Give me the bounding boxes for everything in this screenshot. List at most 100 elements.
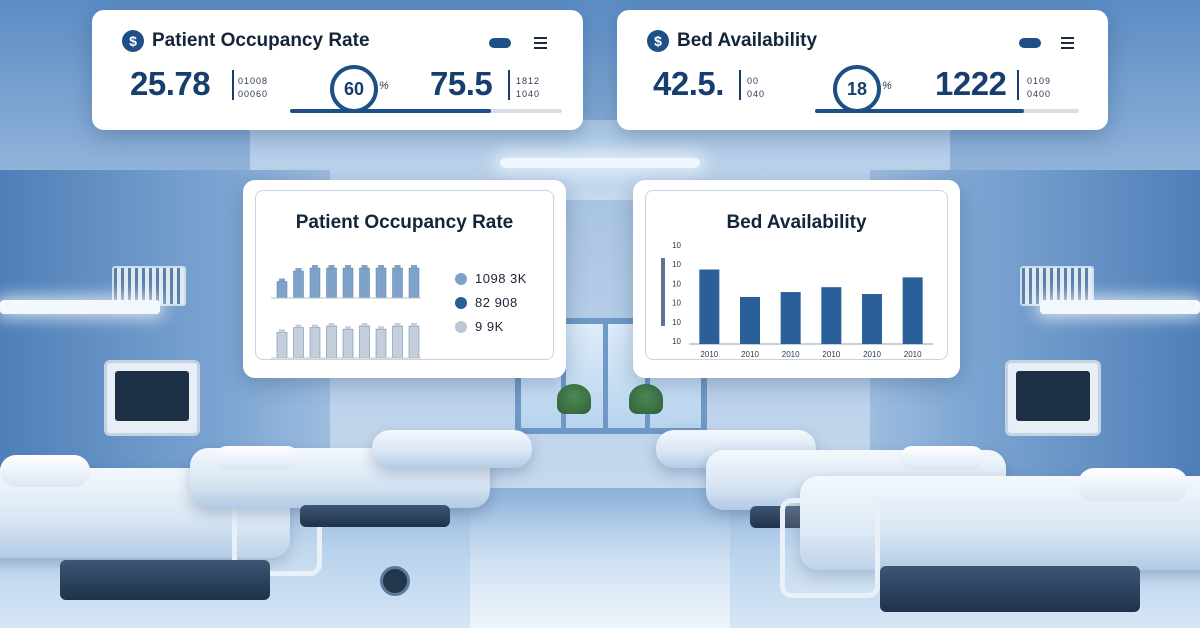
beds-progress-fill [815, 109, 1024, 113]
occupancy-bar-cap [394, 323, 401, 326]
beds-summary-title: Bed Availability [677, 30, 818, 51]
occupancy-bar-chart [271, 265, 421, 359]
left-wall-light [0, 300, 160, 314]
occupancy-bar [408, 267, 420, 299]
x-tick-label: 2010 [904, 350, 922, 359]
value-divider [508, 70, 510, 100]
x-tick-label: 2010 [863, 350, 881, 359]
occupancy-bar [408, 325, 420, 359]
occupancy-stats-left: 01008 00060 [238, 76, 269, 99]
occupancy-chart-card: Patient Occupancy Rate 1098 3K 82 908 9 … [243, 180, 566, 378]
occupancy-bar-cap [411, 265, 417, 268]
beds-chart-card: Bed Availability 10 10 10 10 10 10 2010 2010 201… [633, 180, 960, 378]
y-tick-label: 10 [672, 318, 681, 327]
x-tick-label: 2010 [822, 350, 840, 359]
occupancy-bar [326, 267, 337, 299]
medical-monitor-left [104, 360, 200, 436]
hamburger-menu-icon[interactable] [1061, 37, 1074, 49]
beds-stats-left: 00 040 [747, 76, 766, 99]
occupancy-bar [326, 325, 337, 359]
toggle-switch[interactable] [1019, 38, 1041, 48]
legend-dot [455, 296, 467, 309]
occupancy-bar [359, 267, 370, 299]
occupancy-progress-bar [290, 109, 562, 113]
occupancy-bar-cap [394, 265, 401, 268]
beds-bar [740, 296, 760, 344]
y-tick-label: 10 [672, 337, 681, 346]
right-wall-light [1040, 300, 1200, 314]
occupancy-bar [375, 328, 387, 359]
occupancy-bar [392, 267, 403, 299]
occupancy-bar [309, 327, 321, 359]
occupancy-bar [342, 328, 354, 359]
x-tick-label: 2010 [782, 350, 800, 359]
hamburger-menu-icon[interactable] [534, 37, 547, 49]
value-divider [232, 70, 234, 100]
occupancy-bar [276, 281, 288, 299]
beds-value-right: 1222 [935, 65, 1007, 102]
occupancy-bar-cap [411, 323, 417, 326]
occupancy-bar-cap [345, 326, 351, 330]
beds-summary-card: $ Bed Availability 42.5. 00 040 18 % 122… [617, 10, 1108, 130]
y-tick-label: 10 [672, 241, 681, 250]
medical-monitor-right [1005, 360, 1101, 436]
occupancy-progress-fill [290, 109, 492, 113]
occupancy-bar-cap [378, 265, 384, 268]
chart-frame [255, 190, 554, 360]
legend-dot [455, 272, 467, 285]
beds-bar [780, 292, 801, 344]
beds-summary-header: $ Bed Availability [647, 30, 817, 52]
ring-suffix: % [882, 80, 892, 92]
occupancy-bar-cap [279, 278, 285, 282]
occupancy-bar [392, 325, 403, 359]
occupancy-bar-cap [295, 324, 302, 328]
occupancy-bar [342, 267, 354, 299]
occupancy-bar [359, 325, 370, 359]
y-tick-label: 10 [672, 279, 681, 288]
beds-bar [862, 294, 882, 344]
occupancy-bar [276, 332, 288, 359]
beds-bar [821, 287, 842, 344]
occupancy-bar [309, 267, 321, 299]
occupancy-bar-cap [328, 323, 335, 326]
occupancy-bar [293, 327, 304, 359]
occupancy-bar-cap [279, 329, 285, 333]
y-tick-label: 10 [672, 260, 681, 269]
floor-reflection [470, 500, 730, 628]
dollar-icon: $ [122, 30, 144, 52]
beds-chart-title: Bed Availability [726, 212, 867, 233]
value-divider [1017, 70, 1019, 100]
value-divider [739, 70, 741, 100]
occupancy-bar-cap [312, 265, 318, 268]
occupancy-bar-cap [328, 265, 335, 268]
y-tick-label: 10 [672, 299, 681, 308]
occupancy-summary-header: $ Patient Occupancy Rate [122, 30, 370, 52]
occupancy-bar-cap [378, 326, 384, 330]
x-tick-label: 2010 [700, 350, 718, 359]
occupancy-value-left: 25.78 [130, 65, 211, 102]
occupancy-value-right: 75.5 [430, 65, 493, 102]
toggle-switch[interactable] [489, 38, 511, 48]
occupancy-bar-cap [312, 324, 318, 328]
occupancy-bar-cap [361, 265, 368, 268]
occupancy-bar-cap [345, 265, 351, 268]
legend-item: 82 908 [455, 295, 518, 310]
beds-stats-right: 0109 0400 [1027, 76, 1052, 99]
beds-value-left: 42.5. [653, 65, 724, 102]
legend-item: 9 9K [455, 319, 504, 334]
occupancy-bar [293, 270, 304, 299]
beds-percentage-ring: 18 [833, 65, 881, 113]
beds-bar [699, 269, 720, 344]
occupancy-bar [375, 267, 387, 299]
occupancy-bar-cap [361, 323, 368, 326]
legend-dot [455, 320, 467, 333]
occupancy-bar-cap [295, 268, 302, 271]
occupancy-stats-right: 1812 1040 [516, 76, 541, 99]
beds-bar [902, 277, 923, 344]
occupancy-summary-title: Patient Occupancy Rate [152, 30, 370, 51]
occupancy-chart-title: Patient Occupancy Rate [295, 212, 514, 233]
y-axis-label [661, 258, 665, 326]
ceiling-light [500, 158, 700, 168]
occupancy-summary-card: $ Patient Occupancy Rate 25.78 01008 000… [92, 10, 583, 130]
